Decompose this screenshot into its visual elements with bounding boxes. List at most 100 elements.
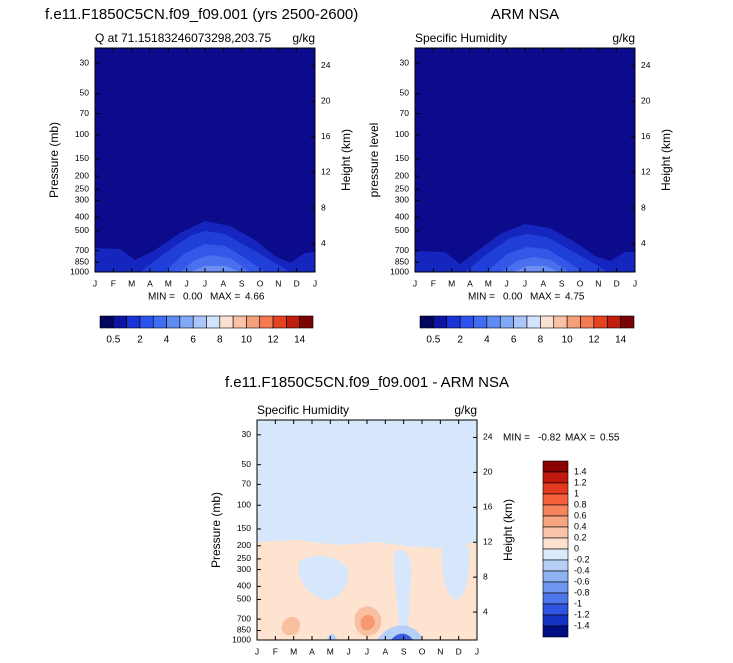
chart-title: f.e11.F1850C5CN.f09_f09.001 (yrs 2500-26… [45,6,358,23]
x-tick-label: N [437,646,443,656]
y-tick-label: 700 [75,245,89,255]
y-tick-label: 400 [75,212,89,222]
y2-tick-label: 12 [483,536,493,546]
y2-tick-label: 4 [321,238,326,248]
colorbar-box [542,482,569,495]
colorbar-box [139,315,154,329]
colorbar-box [126,315,141,329]
y-tick-label: 30 [80,57,90,67]
x-tick-label: M [327,646,334,656]
colorbar-box [542,548,569,561]
colorbar-box [192,315,207,329]
x-tick-label: J [203,278,207,288]
y2-tick-label: 16 [483,502,493,512]
x-tick-label: M [485,278,492,288]
contour-field [257,420,477,640]
y-tick-label: 400 [395,212,409,222]
colorbar-box [152,315,167,329]
y-tick-label: 30 [242,429,252,439]
y2-tick-label: 4 [641,238,646,248]
x-tick-label: F [111,278,116,288]
y-tick-label: 250 [395,184,409,194]
colorbar-box [542,504,569,517]
y-tick-label: 500 [237,594,251,604]
x-tick-label: A [147,278,153,288]
stats-label: MAX = [530,292,560,303]
stats-label: MIN = [503,433,530,444]
colorbar-box [486,315,501,329]
colorbar-box [206,315,221,329]
colorbar-label: 0.4 [574,521,587,531]
colorbar-label: -0.4 [574,565,590,575]
y2-axis-label: Height (km) [659,129,673,191]
colorbar-label: 12 [268,335,280,346]
contour-field [95,48,315,272]
x-tick-label: J [313,278,317,288]
y2-tick-label: 8 [641,202,646,212]
colorbar-box [113,315,127,329]
colorbar-label: 14 [294,335,306,346]
y-tick-label: 50 [400,88,410,98]
y-tick-label: 500 [75,225,89,235]
x-tick-label: M [448,278,455,288]
y-axis-label: Pressure (mb) [47,122,61,198]
colorbar-label: 8 [538,335,544,346]
y2-tick-label: 20 [483,467,493,477]
colorbar-label: 12 [588,335,600,346]
colorbar-label: 6 [511,335,517,346]
colorbar-label: 0.6 [574,510,587,520]
x-tick-label: N [595,278,601,288]
y-tick-label: 100 [237,499,251,509]
stats-max: 4.75 [565,292,585,303]
colorbar-box [526,315,541,329]
y-tick-label: 50 [242,459,252,469]
y-axis-label: pressure level [367,123,381,198]
y-tick-label: 50 [80,88,90,98]
colorbar-box [542,515,569,528]
x-tick-label: F [273,646,278,656]
colorbar-label: 10 [562,335,574,346]
colorbar-box [620,315,635,329]
colorbar-label: 8 [217,335,223,346]
x-tick-label: D [456,646,462,656]
colorbar-box [542,526,569,539]
y2-tick-label: 4 [483,606,488,616]
colorbar-box [540,315,555,329]
colorbar-box [542,559,569,572]
colorbar-box [542,625,569,638]
colorbar-label: -0.8 [574,587,590,597]
colorbar-box [246,315,261,329]
y-tick-label: 200 [395,170,409,180]
colorbar-label: 4 [484,335,490,346]
x-tick-label: O [419,646,426,656]
y-tick-label: 400 [237,581,251,591]
x-tick-label: A [220,278,226,288]
colorbar-box [542,614,569,627]
colorbar-label: 6 [190,335,196,346]
x-tick-label: A [540,278,546,288]
y-tick-label: 1000 [70,266,89,276]
x-tick-label: J [185,278,189,288]
colorbar-box [606,315,621,329]
colorbar-label: -1.4 [574,620,590,630]
colorbar-box [542,460,569,473]
y-tick-label: 700 [395,245,409,255]
x-tick-label: D [294,278,300,288]
stats-label: MIN = [468,292,495,303]
y2-tick-label: 8 [321,202,326,212]
colorbar-box [166,315,181,329]
stats-max: 4.66 [245,292,265,303]
x-tick-label: S [401,646,407,656]
colorbar-box [299,315,314,329]
stats-min: -0.82 [538,433,561,444]
colorbar-box [272,315,287,329]
colorbar-box [459,315,474,329]
colorbar-box [419,315,434,329]
y-tick-label: 850 [237,625,251,635]
colorbar-box [542,493,569,506]
x-tick-label: F [431,278,436,288]
stats-label: MAX = [210,292,240,303]
x-tick-label: J [255,646,259,656]
subtitle: Q at 71.15183246073298,203.75 [95,31,271,45]
chart-title: f.e11.F1850C5CN.f09_f09.001 - ARM NSA [225,374,509,391]
